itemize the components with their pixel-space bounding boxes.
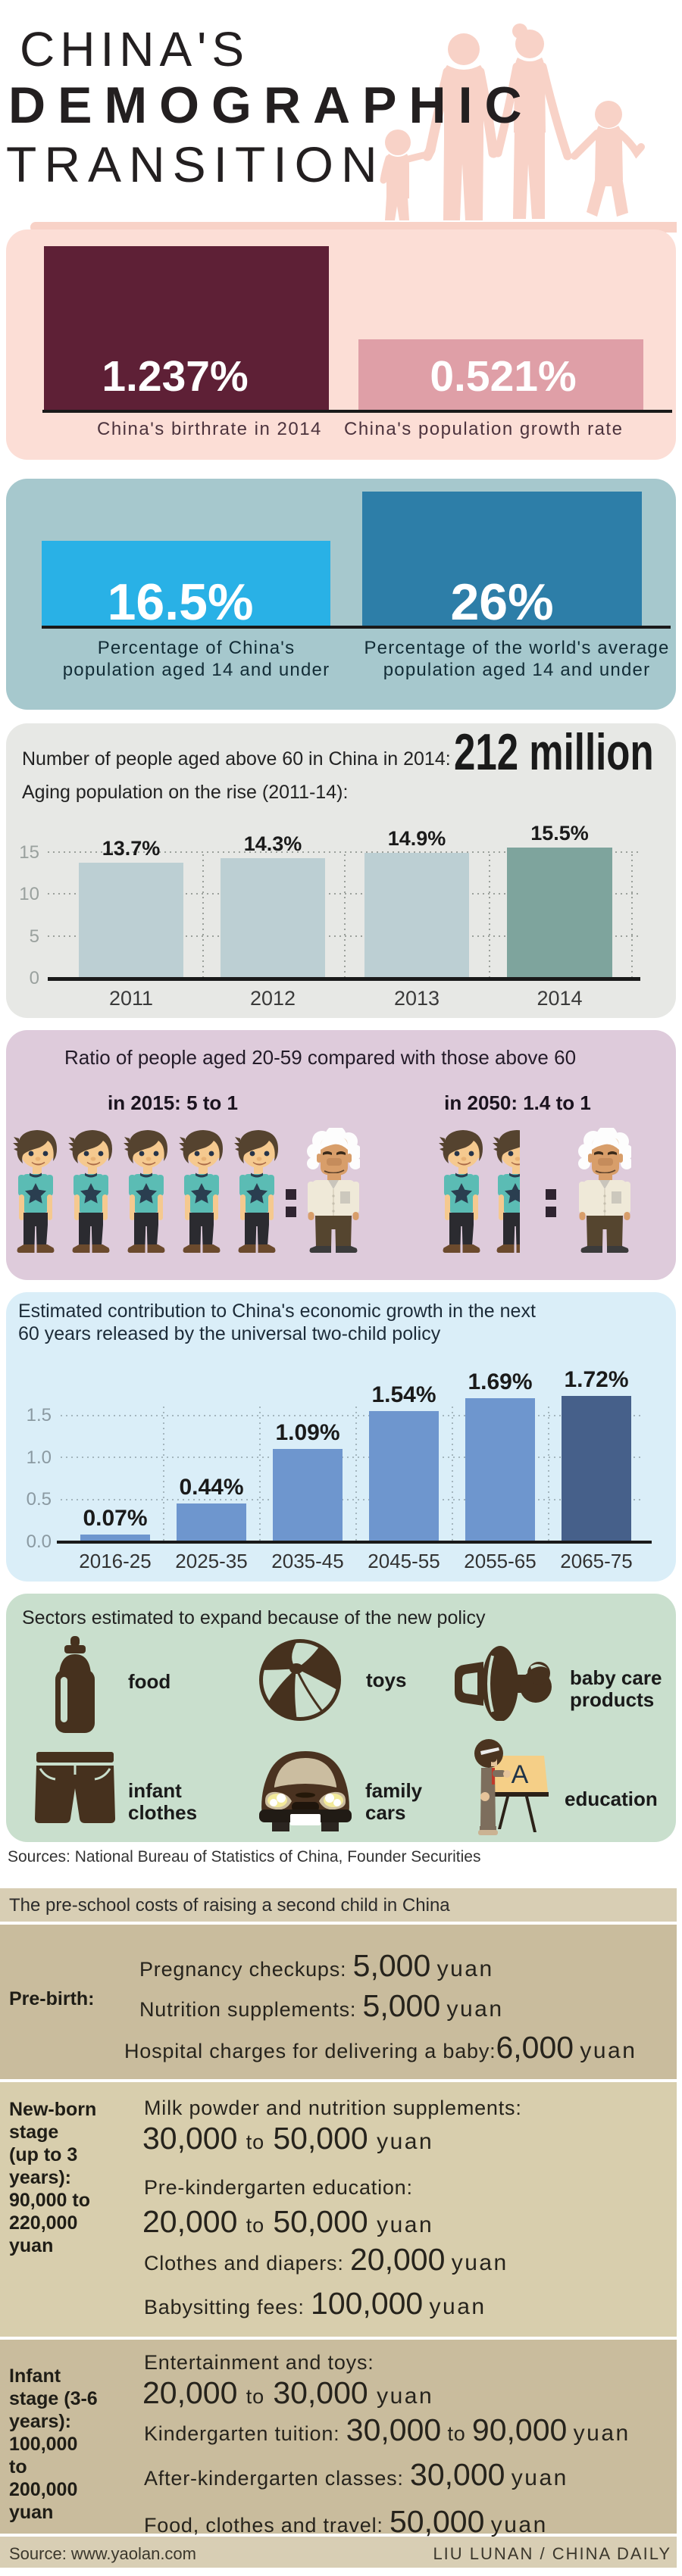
svg-text:A: A bbox=[512, 1760, 529, 1789]
